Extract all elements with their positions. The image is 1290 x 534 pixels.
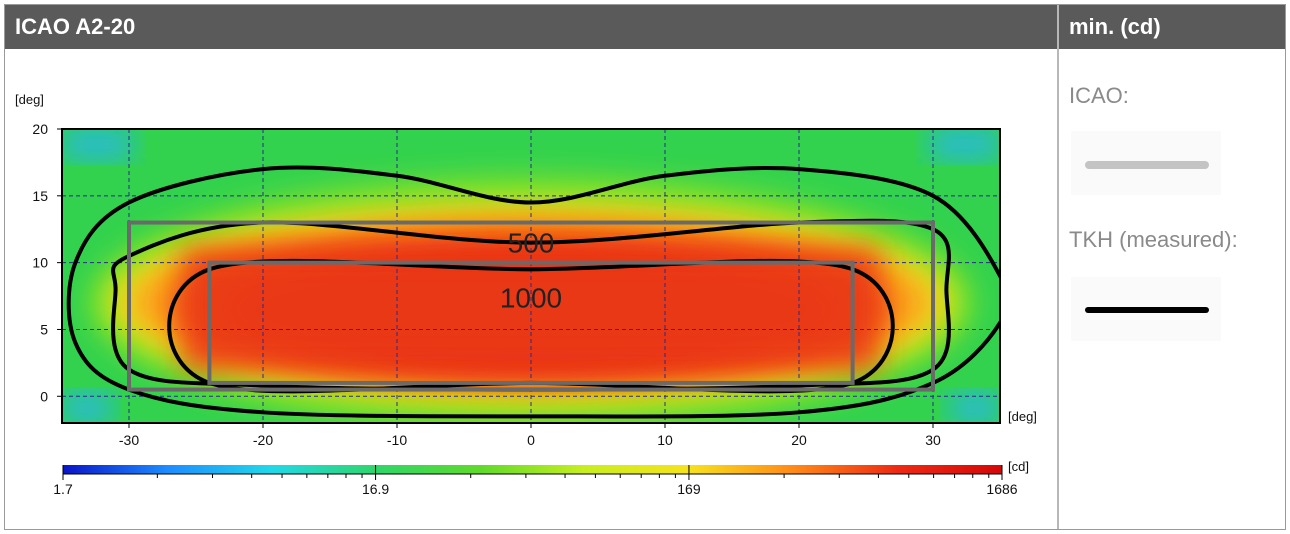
x-tick-label: 0 bbox=[527, 432, 535, 448]
header-side-title: min. (cd) bbox=[1059, 5, 1285, 49]
colorbar-tick-label: 1.7 bbox=[53, 481, 73, 497]
legend-label-tkh: TKH (measured): bbox=[1069, 227, 1238, 252]
heat-corner bbox=[62, 393, 112, 423]
x-axis-label: [deg] bbox=[1008, 409, 1037, 424]
axes: -30 -20 -10 0 10 20 30 0 5 10 15 20 [deg] [deg] bbox=[15, 92, 1037, 448]
y-tick-label: 10 bbox=[32, 255, 48, 271]
icao-box-500 bbox=[127, 220, 935, 392]
results-panel: ICAO A2-20 min. (cd) ICAO: TKH (measured… bbox=[4, 4, 1286, 530]
legend-label-icao: ICAO: bbox=[1069, 83, 1129, 108]
colorbar-unit-label: [cd] bbox=[1008, 459, 1029, 474]
y-tick-label: 0 bbox=[40, 388, 48, 404]
heat-corner bbox=[950, 393, 1000, 423]
colorbar-gradient bbox=[63, 465, 1002, 474]
colorbar-tick-label: 169 bbox=[677, 481, 701, 497]
y-tick-label: 20 bbox=[32, 121, 48, 137]
heat-corner bbox=[930, 129, 1000, 159]
icao-box-1000 bbox=[207, 260, 855, 385]
icao-boxes: 500 1000 bbox=[127, 220, 935, 392]
colorbar: 1.7 16.9 169 1686 [cd] bbox=[53, 459, 1029, 497]
icao-box-label-500: 500 bbox=[508, 228, 555, 259]
heat-corner bbox=[62, 129, 132, 159]
x-tick-label: 20 bbox=[791, 432, 807, 448]
x-tick-label: -30 bbox=[119, 432, 139, 448]
y-axis-label: [deg] bbox=[15, 92, 44, 107]
colorbar-tick-label: 1686 bbox=[986, 481, 1017, 497]
heatmap-field bbox=[62, 129, 1000, 423]
icao-box-label-1000: 1000 bbox=[500, 283, 562, 314]
x-tick-label: -20 bbox=[253, 432, 273, 448]
y-tick-label: 5 bbox=[40, 321, 48, 337]
column-divider bbox=[1057, 5, 1059, 529]
colorbar-tick-label: 16.9 bbox=[362, 481, 389, 497]
x-tick-label: -10 bbox=[387, 432, 407, 448]
x-tick-label: 10 bbox=[657, 432, 673, 448]
intensity-heatmap-chart: 500 1000 -30 -20 -10 0 10 20 30 0 5 10 15 20 [deg] [de… bbox=[15, 92, 1037, 497]
light-gray-line-icon bbox=[1085, 161, 1209, 169]
x-tick-label: 30 bbox=[925, 432, 941, 448]
header-title: ICAO A2-20 bbox=[5, 5, 1057, 49]
y-tick-label: 15 bbox=[32, 188, 48, 204]
black-line-icon bbox=[1085, 307, 1209, 313]
